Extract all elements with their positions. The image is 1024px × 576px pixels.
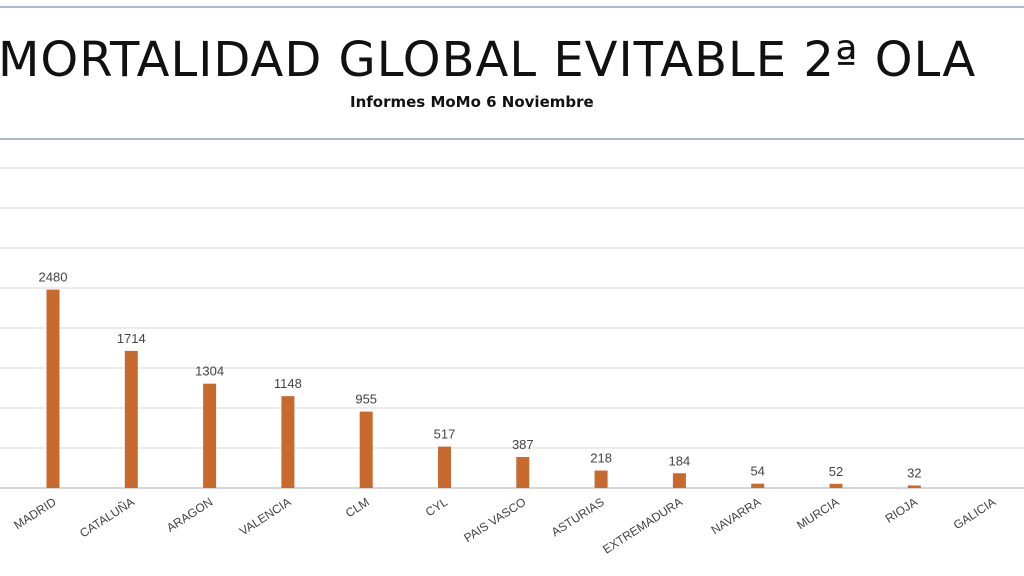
bar [907, 485, 921, 488]
bar [829, 483, 843, 488]
bar [124, 350, 138, 488]
bar [359, 411, 373, 488]
data-label: 218 [590, 451, 612, 466]
page-title: MORTALIDAD GLOBAL EVITABLE 2ª OLA [0, 32, 977, 88]
data-label: 52 [829, 464, 843, 479]
bars [46, 289, 921, 488]
top-divider [0, 6, 1024, 8]
bar [438, 446, 451, 488]
data-label: 1714 [117, 331, 146, 346]
data-labels: 2480 1714 1304 1148 955 517 387 218 184 54 52 32 [39, 270, 922, 481]
category-label: NAVARRA [709, 495, 764, 537]
category-label: VALENCIA [237, 495, 294, 539]
page-subtitle: Informes MoMo 6 Noviembre [350, 93, 594, 111]
data-label: 955 [355, 392, 377, 407]
bar [46, 289, 60, 488]
data-label: 517 [434, 427, 456, 442]
gridlines [0, 167, 1024, 489]
category-label: ASTURIAS [549, 495, 607, 539]
bar [751, 483, 765, 488]
category-label: MADRID [11, 495, 59, 533]
data-label: 1148 [274, 376, 302, 391]
data-label: 1304 [195, 364, 224, 379]
category-label: ARAGON [164, 495, 215, 535]
category-label: MURCIA [794, 495, 841, 533]
bar [672, 473, 686, 488]
header-divider [0, 138, 1024, 140]
bar [594, 470, 608, 488]
bar [516, 457, 530, 488]
category-label: EXTREMADURA [600, 495, 685, 557]
data-label: 2480 [39, 270, 68, 285]
data-label: 32 [907, 465, 921, 480]
bar [281, 396, 295, 488]
category-label: GALICIA [951, 495, 998, 533]
category-label: CLM [343, 495, 372, 521]
category-labels: MADRID CATALUÑA ARAGON VALENCIA CLM CYL PAIS V… [11, 495, 998, 557]
category-label: CYL [423, 495, 450, 520]
category-label: PAIS VASCO [461, 495, 528, 545]
category-label: RIOJA [883, 495, 920, 526]
data-label: 387 [512, 437, 534, 452]
bar [203, 383, 217, 488]
category-label: CATALUÑA [77, 495, 137, 541]
bar-chart: 2480 1714 1304 1148 955 517 387 218 184 54 52 32 MA… [0, 167, 1024, 557]
data-label: 54 [750, 464, 764, 479]
data-label: 184 [669, 453, 691, 468]
